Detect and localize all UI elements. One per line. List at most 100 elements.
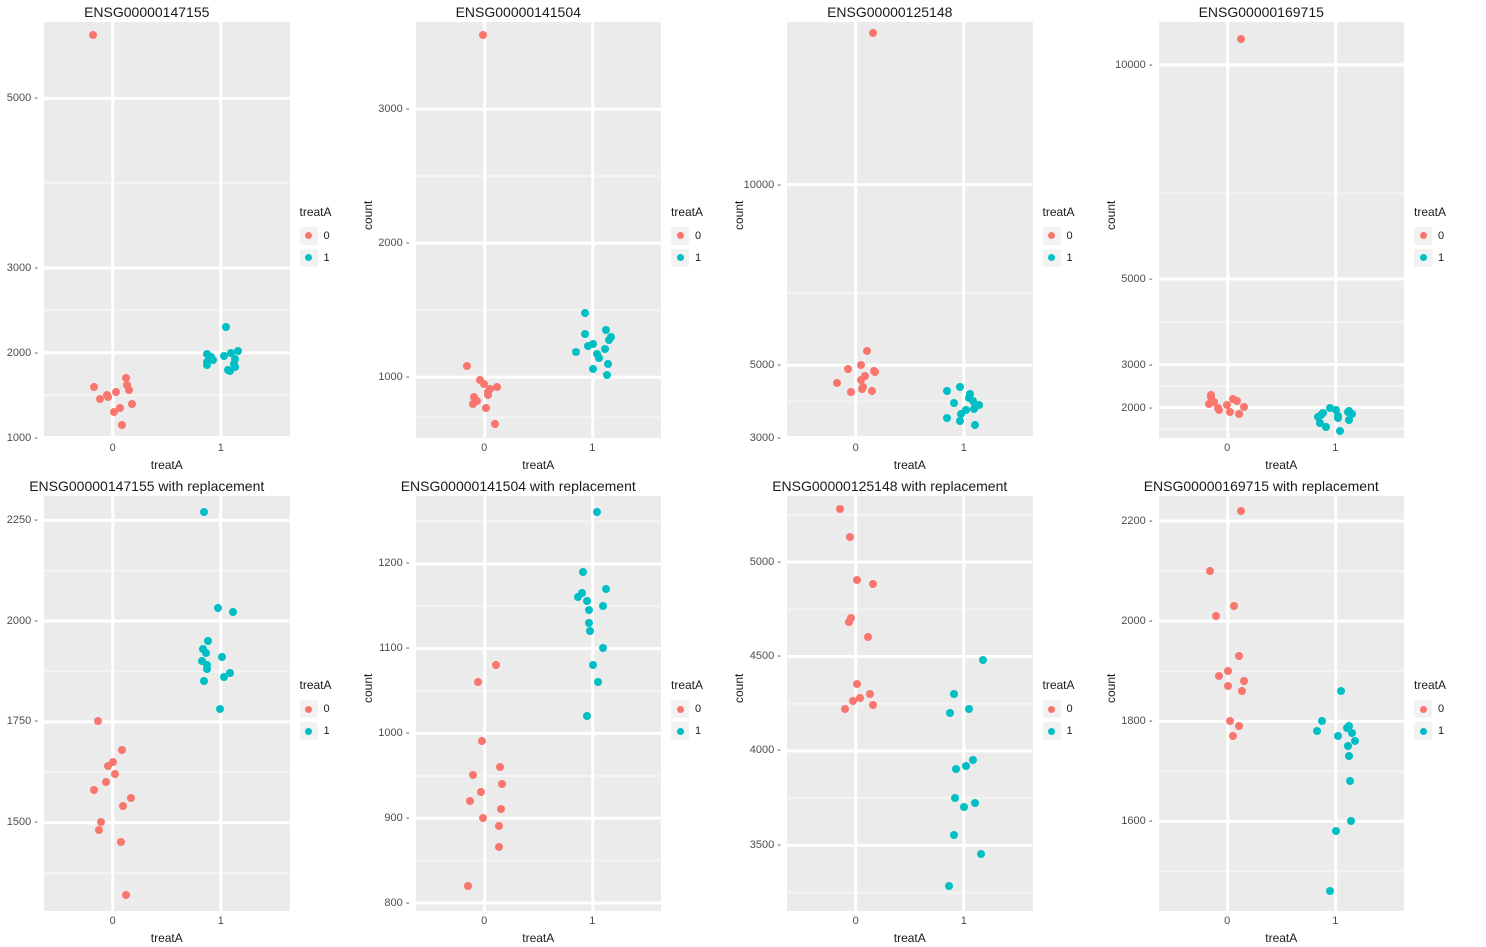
legend-dot-icon	[1048, 232, 1055, 239]
data-point	[128, 400, 136, 408]
chart-panel: ENSG00000125148 with replacement3500 -40…	[743, 474, 1115, 947]
data-point	[868, 387, 876, 395]
data-point	[464, 882, 472, 890]
data-point	[466, 797, 474, 805]
y-tick-label: 1100 -	[379, 642, 409, 654]
data-point	[869, 701, 877, 709]
legend-dot-icon	[1420, 232, 1427, 239]
chart-panel: ENSG00000169715 with replacement1600 -18…	[1115, 474, 1486, 947]
data-point	[946, 709, 954, 717]
y-tick-label: 1750 -	[7, 715, 38, 727]
x-tick-label: 0	[1224, 442, 1230, 454]
plot-area	[416, 496, 662, 912]
y-axis-label: count	[732, 200, 746, 229]
data-point	[484, 391, 492, 399]
y-tick-label: 10000 -	[744, 179, 781, 191]
data-point	[833, 379, 841, 387]
legend-label: 1	[1067, 725, 1073, 737]
data-point	[203, 665, 211, 673]
x-axis: 01treatA	[1159, 438, 1405, 472]
legend-dot-icon	[677, 728, 684, 735]
data-point	[589, 661, 597, 669]
y-tick-label: 2250 -	[7, 514, 38, 526]
legend-key	[1414, 249, 1432, 267]
data-point	[595, 354, 603, 362]
data-point	[863, 347, 871, 355]
x-axis: 01treatA	[416, 911, 662, 945]
data-point	[119, 802, 127, 810]
x-tick-label: 0	[110, 442, 116, 454]
legend-dot-icon	[305, 254, 312, 261]
data-point	[202, 649, 210, 657]
legend-label: 1	[1438, 725, 1444, 737]
x-tick-label: 0	[110, 915, 116, 927]
legend: treatA01	[294, 474, 372, 947]
legend-label: 0	[1067, 230, 1073, 242]
legend-key	[300, 700, 318, 718]
y-tick-label: 5000 -	[7, 92, 38, 104]
data-point	[579, 568, 587, 576]
panel-title: ENSG00000141504	[372, 0, 666, 22]
y-tick-label: 800 -	[384, 897, 409, 909]
data-point	[950, 690, 958, 698]
legend-item: 1	[671, 249, 743, 267]
legend-item: 1	[1414, 249, 1486, 267]
data-point	[604, 360, 612, 368]
x-tick-label: 1	[218, 442, 224, 454]
legend-key	[1414, 722, 1432, 740]
y-axis-label: count	[361, 674, 375, 703]
y-tick-label: 2000 -	[378, 237, 409, 249]
data-point	[1318, 717, 1326, 725]
legend-key	[300, 227, 318, 245]
data-point	[845, 618, 853, 626]
data-point	[1238, 687, 1246, 695]
data-point	[1206, 567, 1214, 575]
data-point	[1336, 427, 1344, 435]
legend-label: 1	[695, 725, 701, 737]
x-axis-label: treatA	[894, 458, 926, 472]
data-point	[979, 656, 987, 664]
x-tick-label: 1	[589, 915, 595, 927]
data-point	[89, 31, 97, 39]
data-point	[965, 705, 973, 713]
x-axis-label: treatA	[1265, 458, 1297, 472]
legend: treatA01	[1037, 0, 1115, 474]
panel-title: ENSG00000169715 with replacement	[1115, 474, 1409, 496]
y-axis-label: count	[1104, 674, 1118, 703]
data-point	[218, 653, 226, 661]
x-tick-label: 0	[853, 915, 859, 927]
panel-title: ENSG00000125148	[743, 0, 1037, 22]
legend-dot-icon	[1420, 254, 1427, 261]
data-point	[585, 606, 593, 614]
y-tick-label: 5000 -	[750, 359, 781, 371]
data-point	[492, 661, 500, 669]
plot-area	[787, 22, 1033, 438]
data-point	[1215, 672, 1223, 680]
y-tick-label: 3000 -	[1121, 359, 1152, 371]
data-point	[1215, 406, 1223, 414]
legend-key	[1043, 722, 1061, 740]
y-axis: 2000 -3000 -5000 -10000 -	[1115, 22, 1157, 438]
legend-key	[1043, 249, 1061, 267]
legend-label: 1	[324, 252, 330, 264]
panel-title: ENSG00000141504 with replacement	[372, 474, 666, 496]
y-tick-label: 10000 -	[1115, 59, 1152, 71]
legend-item: 1	[671, 722, 743, 740]
legend-key	[671, 227, 689, 245]
legend-item: 1	[1043, 249, 1115, 267]
x-axis-label: treatA	[894, 931, 926, 945]
data-point	[1344, 742, 1352, 750]
data-point	[469, 771, 477, 779]
data-point	[110, 408, 118, 416]
plot-area	[44, 496, 290, 912]
x-tick-label: 1	[961, 915, 967, 927]
y-axis: 3500 -4000 -4500 -5000 -	[743, 496, 785, 912]
data-point	[841, 705, 849, 713]
x-axis: 01treatA	[44, 911, 290, 945]
chart-panel: ENSG00000141504 with replacement800 -900…	[372, 474, 744, 947]
x-tick-label: 0	[481, 915, 487, 927]
x-axis: 01treatA	[44, 438, 290, 472]
data-point	[90, 383, 98, 391]
data-point	[1224, 682, 1232, 690]
data-point	[599, 644, 607, 652]
